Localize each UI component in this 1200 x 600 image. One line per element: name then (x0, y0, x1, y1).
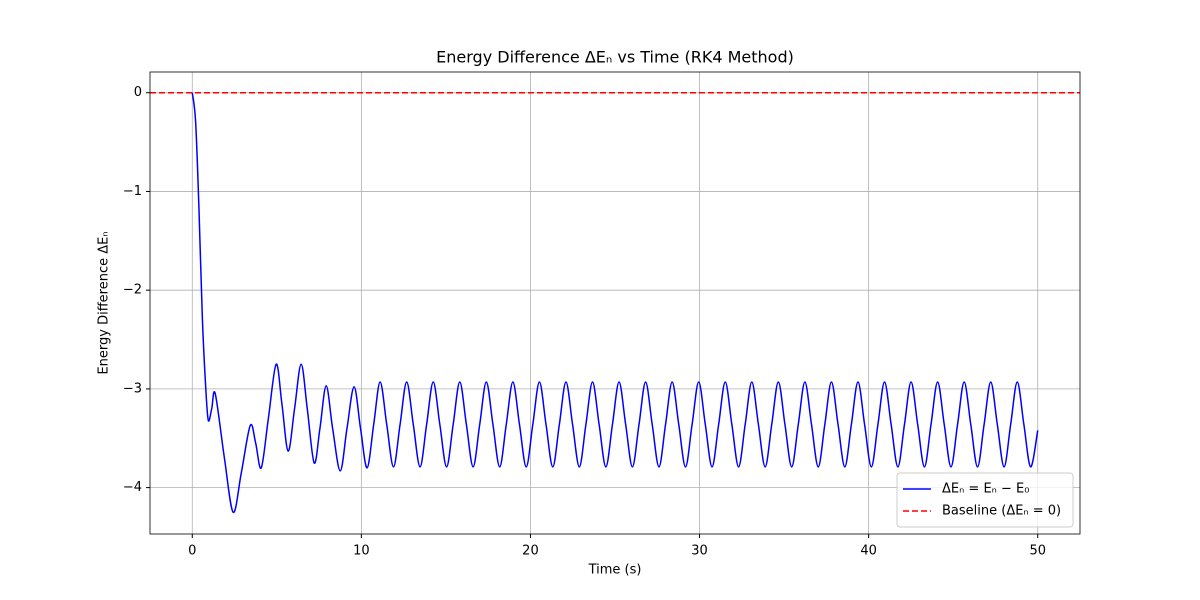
x-tick-label: 50 (1029, 544, 1046, 559)
legend-box (896, 472, 1074, 528)
y-axis-label: Energy Difference ΔEₙ (97, 231, 112, 374)
x-tick-label: 0 (188, 544, 196, 559)
y-tick-label: 0 (134, 85, 142, 100)
legend-label: Baseline (ΔEₙ = 0) (942, 504, 1061, 519)
x-axis-label: Time (s) (588, 563, 642, 578)
y-tick-label: −1 (123, 184, 142, 199)
y-tick-label: −3 (123, 381, 142, 396)
legend-label: ΔEₙ = Eₙ − E₀ (942, 482, 1029, 497)
x-tick-label: 40 (860, 544, 877, 559)
x-tick-label: 10 (353, 544, 370, 559)
x-tick-label: 30 (691, 544, 708, 559)
y-tick-label: −2 (123, 283, 142, 298)
data-line (191, 92, 1039, 514)
x-tick-label: 20 (522, 544, 539, 559)
chart-title: Energy Difference ΔEₙ vs Time (RK4 Metho… (436, 48, 794, 67)
plot-frame (149, 71, 1081, 535)
y-tick-label: −4 (123, 480, 142, 495)
